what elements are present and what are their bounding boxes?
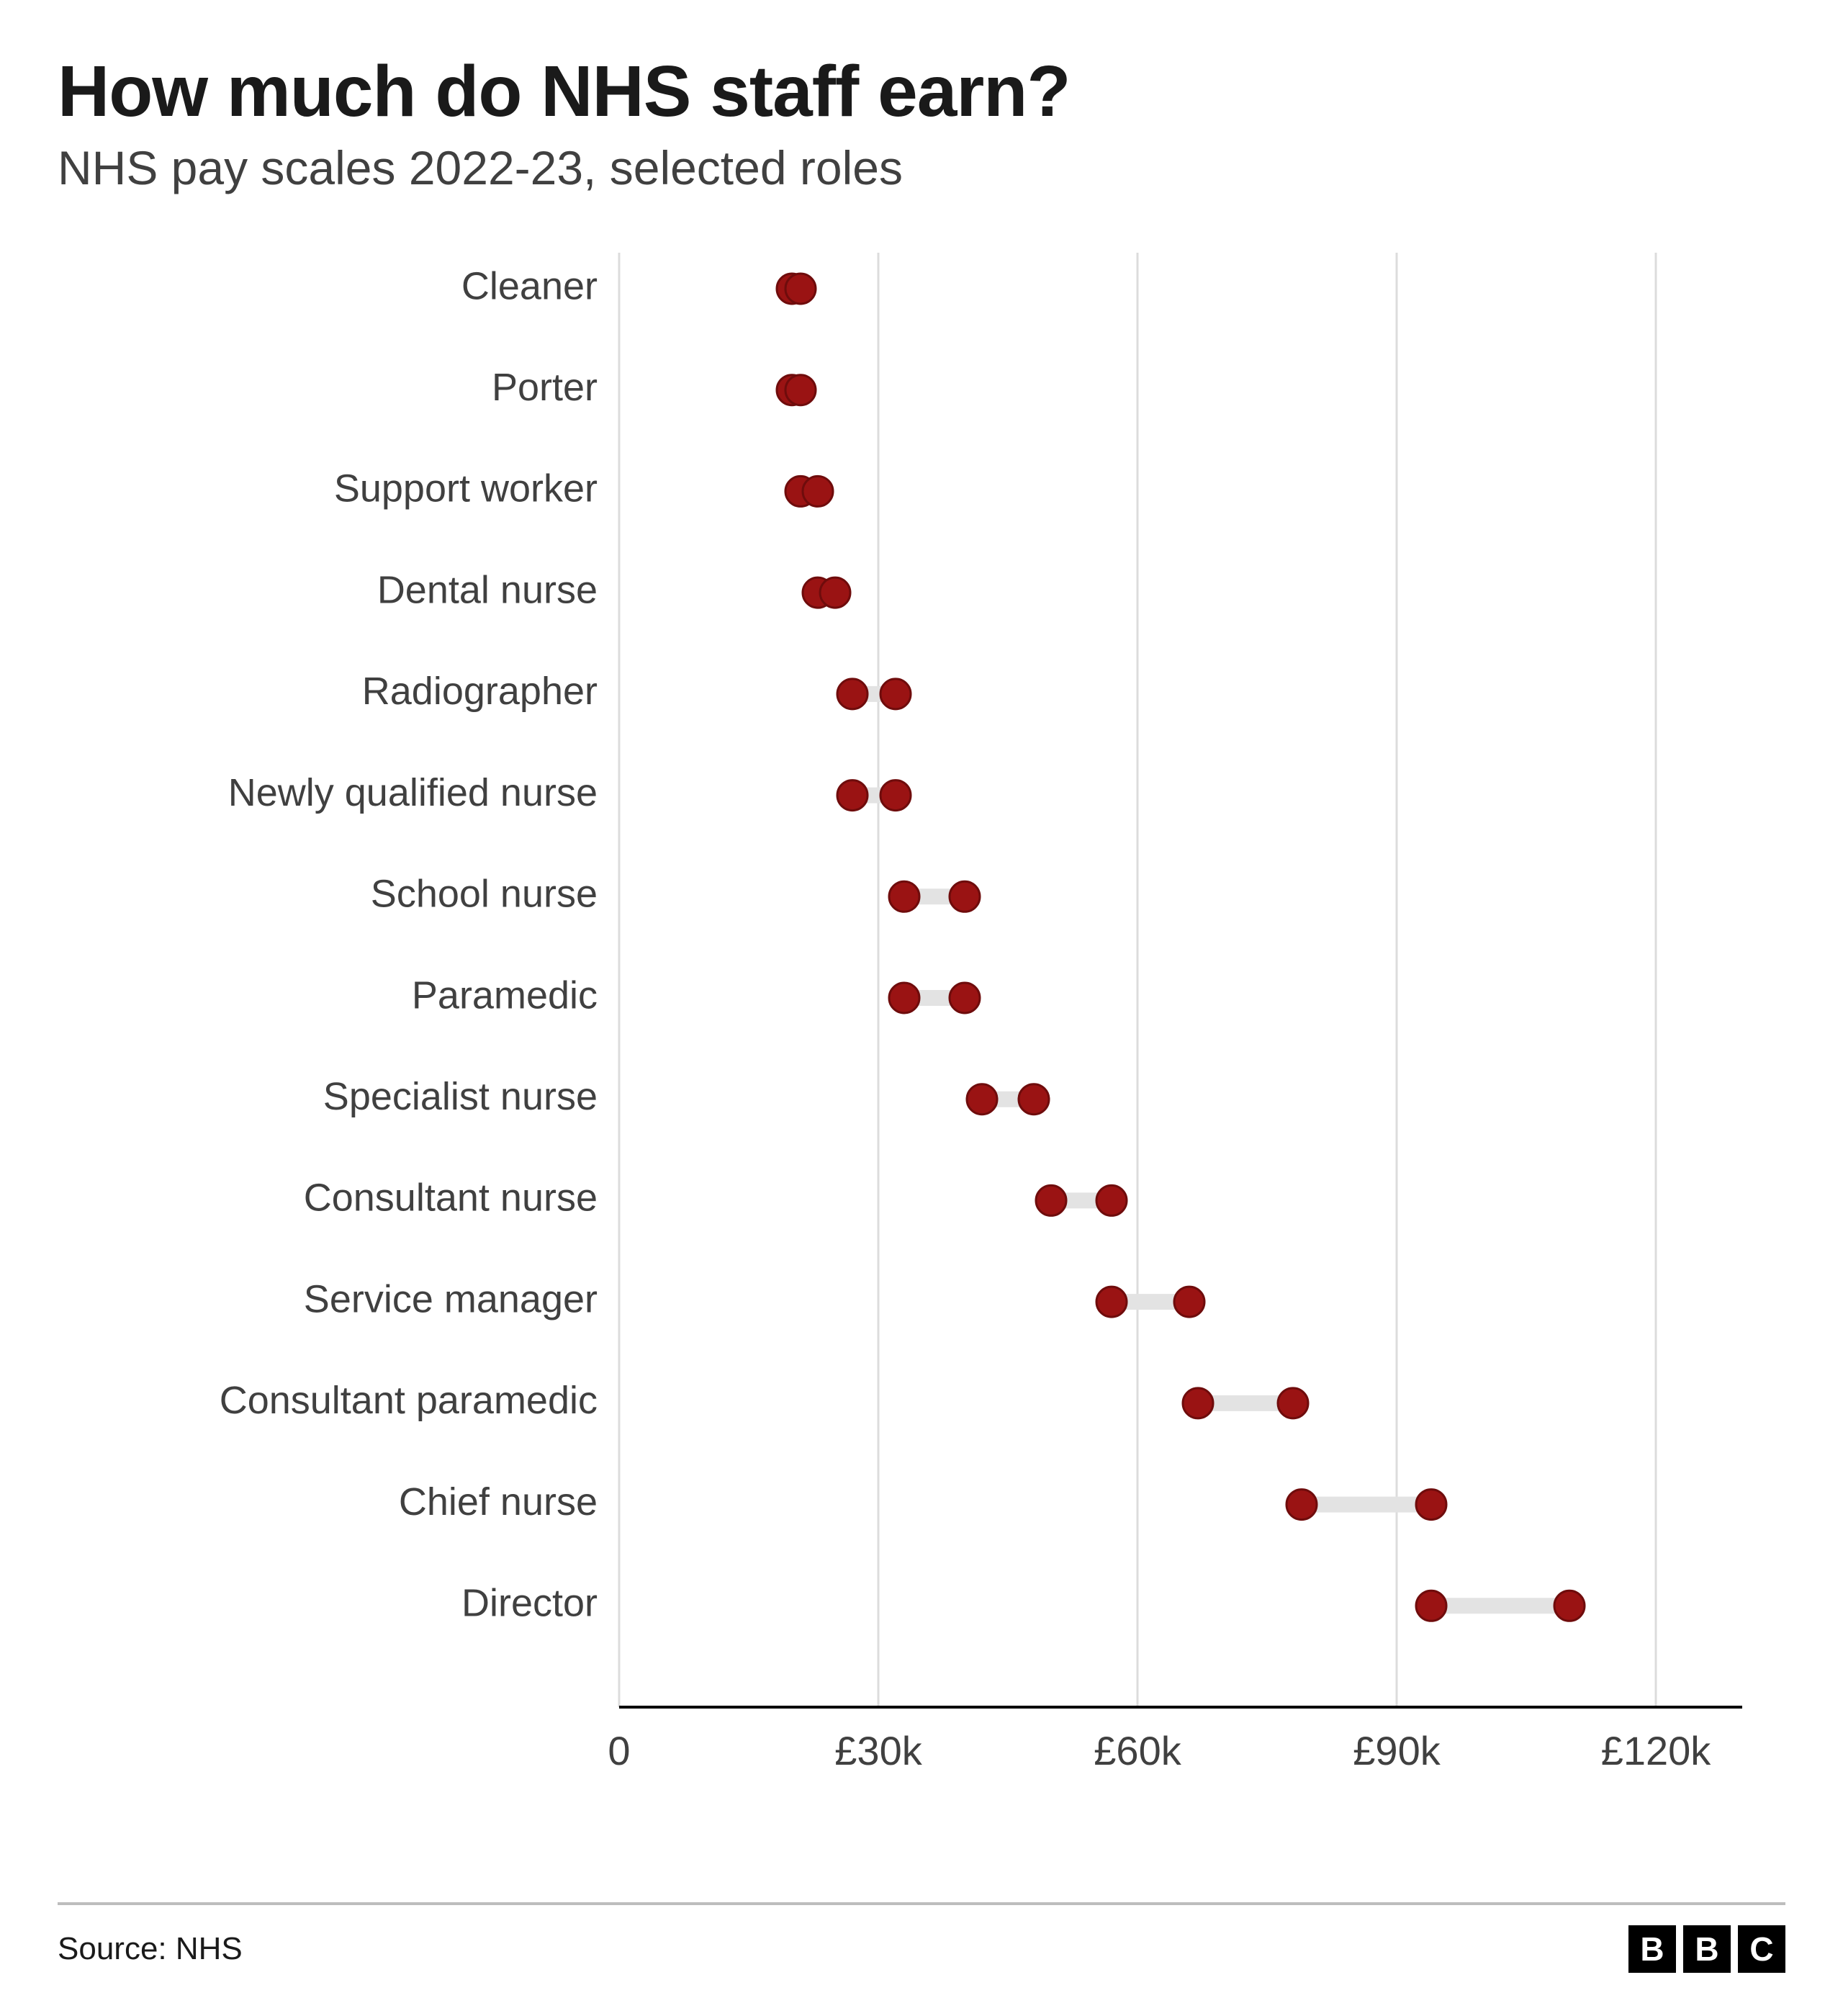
- source-label: Source: NHS: [58, 1931, 243, 1967]
- data-row: Service manager: [304, 1277, 1204, 1320]
- data-row: Chief nurse: [399, 1480, 1446, 1524]
- range-dot-low: [889, 881, 919, 912]
- range-dot-low: [1096, 1287, 1127, 1317]
- row-label: Director: [461, 1582, 598, 1625]
- range-dot-high: [880, 679, 911, 709]
- row-label: Paramedic: [412, 973, 598, 1017]
- x-tick-label: £60k: [1094, 1728, 1181, 1773]
- range-dot-high: [803, 476, 833, 506]
- chart-area: Cleaner Porter Support worker Dental nurse R…: [58, 224, 1785, 1902]
- row-label: Porter: [492, 366, 598, 409]
- range-dot-high: [785, 375, 816, 405]
- range-dot-low: [1287, 1490, 1317, 1520]
- row-label: Dental nurse: [377, 568, 598, 611]
- range-dot-high: [785, 274, 816, 304]
- range-dot-high: [1416, 1490, 1446, 1520]
- row-label: Service manager: [304, 1277, 598, 1320]
- row-label: Support worker: [334, 467, 598, 510]
- chart-subtitle: NHS pay scales 2022-23, selected roles: [58, 140, 1785, 195]
- row-label: Cleaner: [461, 264, 598, 307]
- range-dot-high: [1278, 1388, 1308, 1418]
- range-dot-high: [950, 983, 980, 1013]
- row-label: Chief nurse: [399, 1480, 598, 1524]
- gridlines: [619, 253, 1656, 1707]
- range-dot-high: [1174, 1287, 1204, 1317]
- x-tick-label: £30k: [834, 1728, 922, 1773]
- data-row: Dental nurse: [377, 568, 850, 611]
- data-row: School nurse: [371, 873, 980, 916]
- range-dot-low: [889, 983, 919, 1013]
- data-row: Paramedic: [412, 973, 980, 1017]
- range-dot-low: [967, 1084, 997, 1115]
- row-label: Radiographer: [362, 670, 598, 713]
- range-dot-chart: Cleaner Porter Support worker Dental nurse R…: [58, 224, 1785, 1808]
- x-tick-label: £120k: [1601, 1728, 1712, 1773]
- range-dot-low: [1036, 1185, 1066, 1215]
- data-row: Specialist nurse: [323, 1075, 1049, 1118]
- data-rows: Cleaner Porter Support worker Dental nurse R…: [220, 264, 1585, 1624]
- data-row: Porter: [492, 366, 816, 409]
- data-row: Radiographer: [362, 670, 911, 713]
- data-row: Support worker: [334, 467, 833, 510]
- x-tick-labels: 0 £30k £60k £90k £120k: [608, 1728, 1711, 1773]
- row-label: Consultant paramedic: [220, 1379, 598, 1422]
- range-dot-low: [837, 679, 868, 709]
- data-row: Consultant nurse: [304, 1176, 1127, 1220]
- chart-footer: Source: NHS B B C: [58, 1902, 1785, 1973]
- bbc-block-1: B: [1628, 1925, 1676, 1973]
- chart-title: How much do NHS staff earn?: [58, 50, 1785, 133]
- data-row: Cleaner: [461, 264, 816, 307]
- bbc-block-2: B: [1683, 1925, 1731, 1973]
- range-dot-low: [1416, 1590, 1446, 1621]
- data-row: Newly qualified nurse: [228, 771, 911, 814]
- row-label: School nurse: [371, 873, 598, 916]
- range-dot-high: [1096, 1185, 1127, 1215]
- row-label: Consultant nurse: [304, 1176, 598, 1220]
- range-dot-high: [1019, 1084, 1049, 1115]
- bbc-logo: B B C: [1628, 1925, 1785, 1973]
- bbc-block-3: C: [1738, 1925, 1785, 1973]
- x-tick-label: £90k: [1353, 1728, 1441, 1773]
- data-row: Director: [461, 1582, 1585, 1625]
- x-tick-label: 0: [608, 1728, 630, 1773]
- range-dot-high: [820, 577, 850, 608]
- range-dot-low: [837, 780, 868, 811]
- range-dot-high: [880, 780, 911, 811]
- row-label: Specialist nurse: [323, 1075, 598, 1118]
- range-dot-low: [1183, 1388, 1213, 1418]
- range-dot-high: [1554, 1590, 1585, 1621]
- data-row: Consultant paramedic: [220, 1379, 1308, 1422]
- range-dot-high: [950, 881, 980, 912]
- row-label: Newly qualified nurse: [228, 771, 598, 814]
